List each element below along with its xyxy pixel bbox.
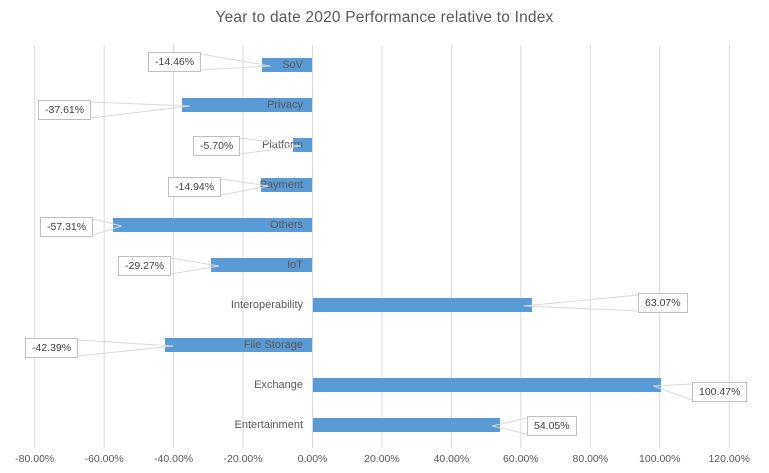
data-label-interoperability: 63.07% bbox=[638, 293, 688, 313]
bar-payment bbox=[260, 178, 313, 192]
bar-entertainment bbox=[312, 418, 501, 432]
bar-iot bbox=[210, 258, 313, 272]
category-label-payment: Payment bbox=[259, 179, 303, 191]
x-axis-tick-label-80: 80.00% bbox=[572, 453, 609, 465]
x-axis-tick-label--80: -80.00% bbox=[15, 453, 55, 465]
x-axis-tick-label--20: -20.00% bbox=[223, 453, 263, 465]
category-label-privacy: Privacy bbox=[266, 99, 303, 111]
category-label-exchange: Exchange bbox=[254, 379, 303, 391]
category-label-platform: Platform bbox=[262, 139, 303, 151]
category-label-file-storage: File Storage bbox=[243, 339, 303, 351]
bar-file-storage bbox=[165, 338, 313, 352]
x-axis-tick-label-100: 100.00% bbox=[639, 453, 681, 465]
x-axis-tick-label--60: -60.00% bbox=[84, 453, 124, 465]
x-axis-tick-label-120: 120.00% bbox=[708, 453, 750, 465]
category-label-sov: SoV bbox=[282, 59, 303, 71]
category-label-iot: IoT bbox=[287, 259, 303, 271]
data-label-sov: -14.46% bbox=[148, 52, 202, 72]
x-axis-tick-label-40: 40.00% bbox=[433, 453, 470, 465]
bar-others bbox=[113, 218, 313, 232]
data-label-others: -57.31% bbox=[40, 217, 94, 237]
x-axis-tick-label-60: 60.00% bbox=[503, 453, 539, 465]
data-label-privacy: -37.61% bbox=[38, 100, 92, 120]
bar-privacy bbox=[181, 98, 313, 112]
bar-sov bbox=[262, 58, 313, 72]
category-label-others: Others bbox=[269, 219, 303, 231]
data-label-iot: -29.27% bbox=[118, 256, 172, 276]
category-label-entertainment: Entertainment bbox=[234, 419, 303, 431]
bar-exchange bbox=[312, 378, 662, 392]
data-label-payment: -14.94% bbox=[168, 177, 222, 197]
x-axis-tick-label--40: -40.00% bbox=[154, 453, 194, 465]
data-label-exchange: 100.47% bbox=[692, 382, 748, 402]
x-axis-tick-label-20: 20.00% bbox=[364, 453, 400, 465]
x-axis-tick-label-0: 0.00% bbox=[297, 453, 328, 465]
bar-interoperability bbox=[312, 298, 532, 312]
data-label-platform: -5.70% bbox=[193, 136, 241, 156]
category-label-interoperability: Interoperability bbox=[230, 299, 303, 311]
data-label-file-storage: -42.39% bbox=[25, 338, 79, 358]
chart-title: Year to date 2020 Performance relative t… bbox=[215, 9, 554, 26]
data-label-entertainment: 54.05% bbox=[527, 416, 577, 436]
